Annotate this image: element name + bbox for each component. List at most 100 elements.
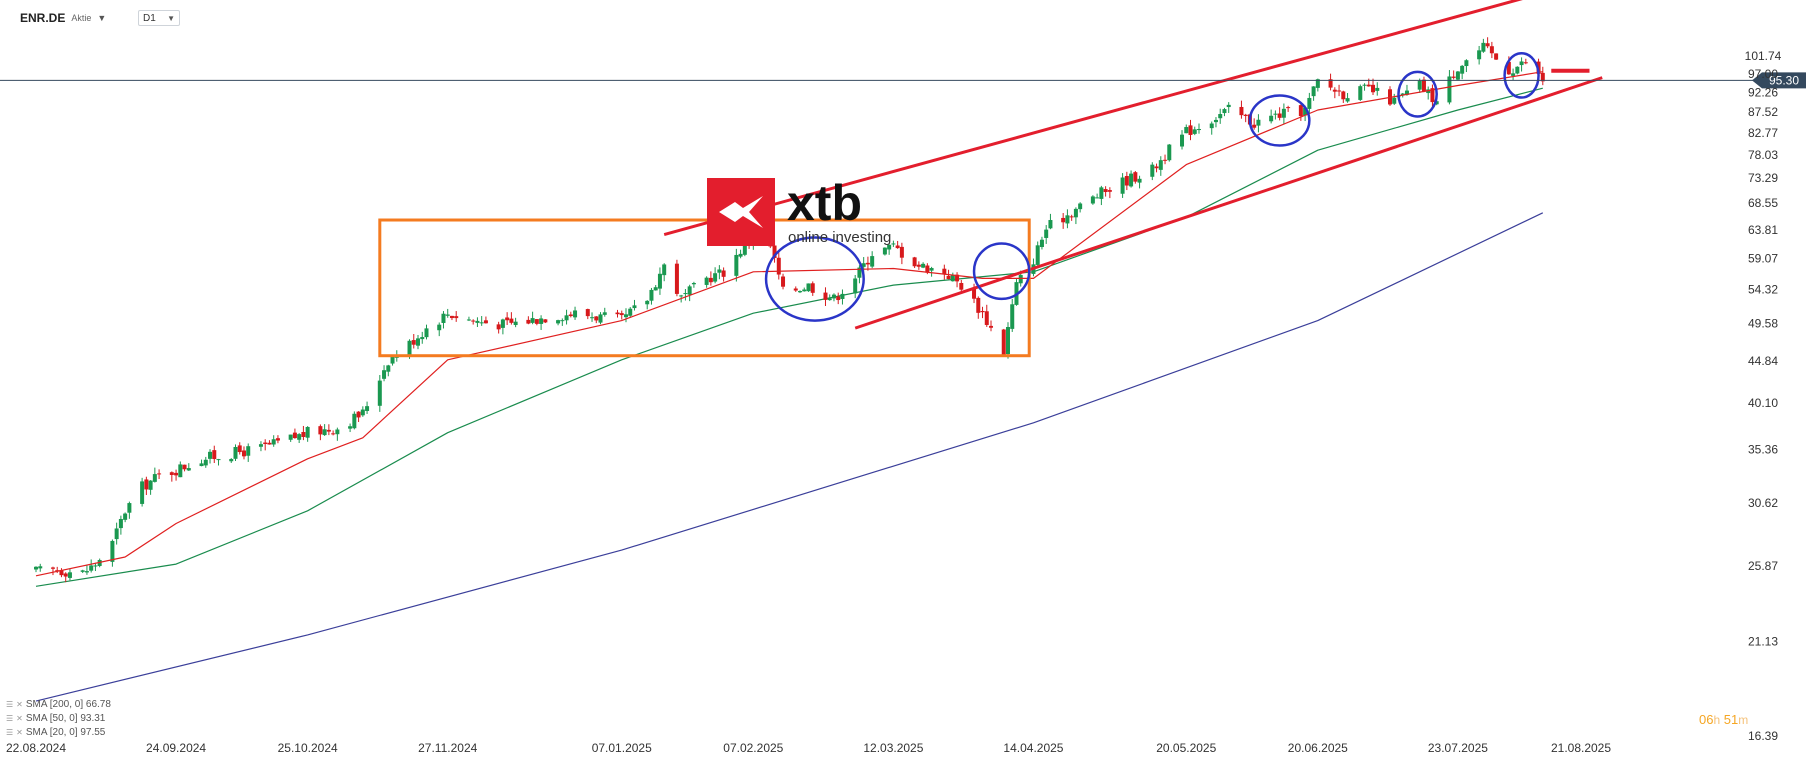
candle-body xyxy=(687,286,692,295)
candle xyxy=(1069,214,1074,221)
candle xyxy=(623,308,628,323)
legend-item-sma-200[interactable]: ☰ ✕ SMA [200, 0] 66.78 xyxy=(6,698,111,712)
candle-body xyxy=(382,370,387,379)
candle-body xyxy=(1277,113,1282,118)
candle-body xyxy=(1090,196,1095,204)
candle-body xyxy=(445,314,450,316)
close-icon[interactable]: ✕ xyxy=(16,714,23,723)
candle xyxy=(140,477,145,507)
candle xyxy=(1375,82,1380,96)
candle xyxy=(1366,78,1371,87)
candle-body xyxy=(216,459,221,461)
candle xyxy=(1061,213,1066,229)
candle-body xyxy=(1222,109,1227,114)
candle xyxy=(157,469,162,480)
candle xyxy=(798,290,803,294)
candle-body xyxy=(1298,105,1303,117)
candle xyxy=(1511,68,1516,81)
close-icon[interactable]: ✕ xyxy=(16,700,23,709)
candle xyxy=(475,317,480,328)
legend-item-sma-50[interactable]: ☰ ✕ SMA [50, 0] 93.31 xyxy=(6,712,111,726)
candle-body xyxy=(479,322,484,324)
candle-body xyxy=(539,318,544,324)
candle xyxy=(335,427,340,441)
y-tick-label: 54.32 xyxy=(1748,283,1778,297)
candle-body xyxy=(288,434,293,440)
timer-minutes-unit: m xyxy=(1738,713,1749,727)
candle-body xyxy=(602,312,607,315)
candle-body xyxy=(573,310,578,318)
candle xyxy=(365,401,370,414)
candle-body xyxy=(806,283,811,292)
candle xyxy=(1154,163,1159,173)
candle-body xyxy=(912,257,917,267)
candle-body xyxy=(55,570,60,572)
candle-body xyxy=(632,305,637,309)
candle xyxy=(827,294,832,301)
close-icon[interactable]: ✕ xyxy=(16,728,23,737)
candle-body xyxy=(114,528,119,540)
candle xyxy=(1426,86,1431,100)
candle-body xyxy=(199,463,204,467)
y-tick-label: 73.29 xyxy=(1748,171,1778,185)
candle xyxy=(258,441,263,452)
candle xyxy=(628,307,633,319)
candle-body xyxy=(1158,160,1163,170)
candle-body xyxy=(793,288,798,291)
candle xyxy=(420,331,425,344)
indicator-settings-icon[interactable]: ☰ xyxy=(6,714,14,723)
timeframe-select[interactable]: D1 ▼ xyxy=(138,10,180,26)
candle-body xyxy=(1078,203,1083,210)
candle-body xyxy=(916,264,921,267)
x-tick-label: 12.03.2025 xyxy=(863,741,923,755)
candle xyxy=(738,249,743,259)
candle-body xyxy=(1464,60,1469,67)
candle-body xyxy=(271,439,276,445)
candle-body xyxy=(955,274,960,282)
sma-20-line xyxy=(35,71,1543,577)
candle xyxy=(857,265,862,284)
candle xyxy=(505,312,510,325)
candle xyxy=(63,572,68,583)
candle xyxy=(1226,102,1231,113)
indicator-settings-icon[interactable]: ☰ xyxy=(6,700,14,709)
candle-body xyxy=(93,565,98,567)
y-tick-label: 78.03 xyxy=(1748,148,1778,162)
candle xyxy=(301,425,306,441)
candle xyxy=(1163,154,1168,165)
y-tick-label: 21.13 xyxy=(1748,634,1778,648)
candle xyxy=(564,309,569,325)
indicator-settings-icon[interactable]: ☰ xyxy=(6,728,14,737)
candle-body xyxy=(1137,178,1142,183)
candle xyxy=(1421,76,1426,93)
candle-body xyxy=(1392,97,1397,104)
candle xyxy=(454,311,459,322)
candle-body xyxy=(594,316,599,321)
chevron-down-icon[interactable]: ▼ xyxy=(97,13,107,23)
candle-body xyxy=(619,313,624,316)
symbol-selector[interactable]: ENR.DE Aktie ▼ xyxy=(20,11,106,25)
candle-body xyxy=(1196,129,1201,131)
candle xyxy=(360,406,365,417)
candle-body xyxy=(152,474,157,482)
candle-body xyxy=(84,571,89,573)
candle-body xyxy=(1511,73,1516,76)
candle-body xyxy=(348,426,353,429)
candle-body xyxy=(50,567,55,569)
candle-body xyxy=(704,277,709,285)
candle xyxy=(653,285,658,291)
candle-body xyxy=(899,246,904,258)
candle xyxy=(556,319,561,326)
y-tick-label: 68.55 xyxy=(1748,196,1778,210)
candle xyxy=(479,316,484,326)
candle xyxy=(594,316,599,324)
candle xyxy=(271,435,276,447)
candle-body xyxy=(989,325,994,328)
legend-item-sma-20[interactable]: ☰ ✕ SMA [20, 0] 97.55 xyxy=(6,726,111,740)
highlight-circle xyxy=(1503,51,1540,99)
candle xyxy=(110,539,115,567)
current-price-tag xyxy=(1752,72,1806,89)
candle-body xyxy=(267,442,272,445)
candle-body xyxy=(615,312,620,315)
